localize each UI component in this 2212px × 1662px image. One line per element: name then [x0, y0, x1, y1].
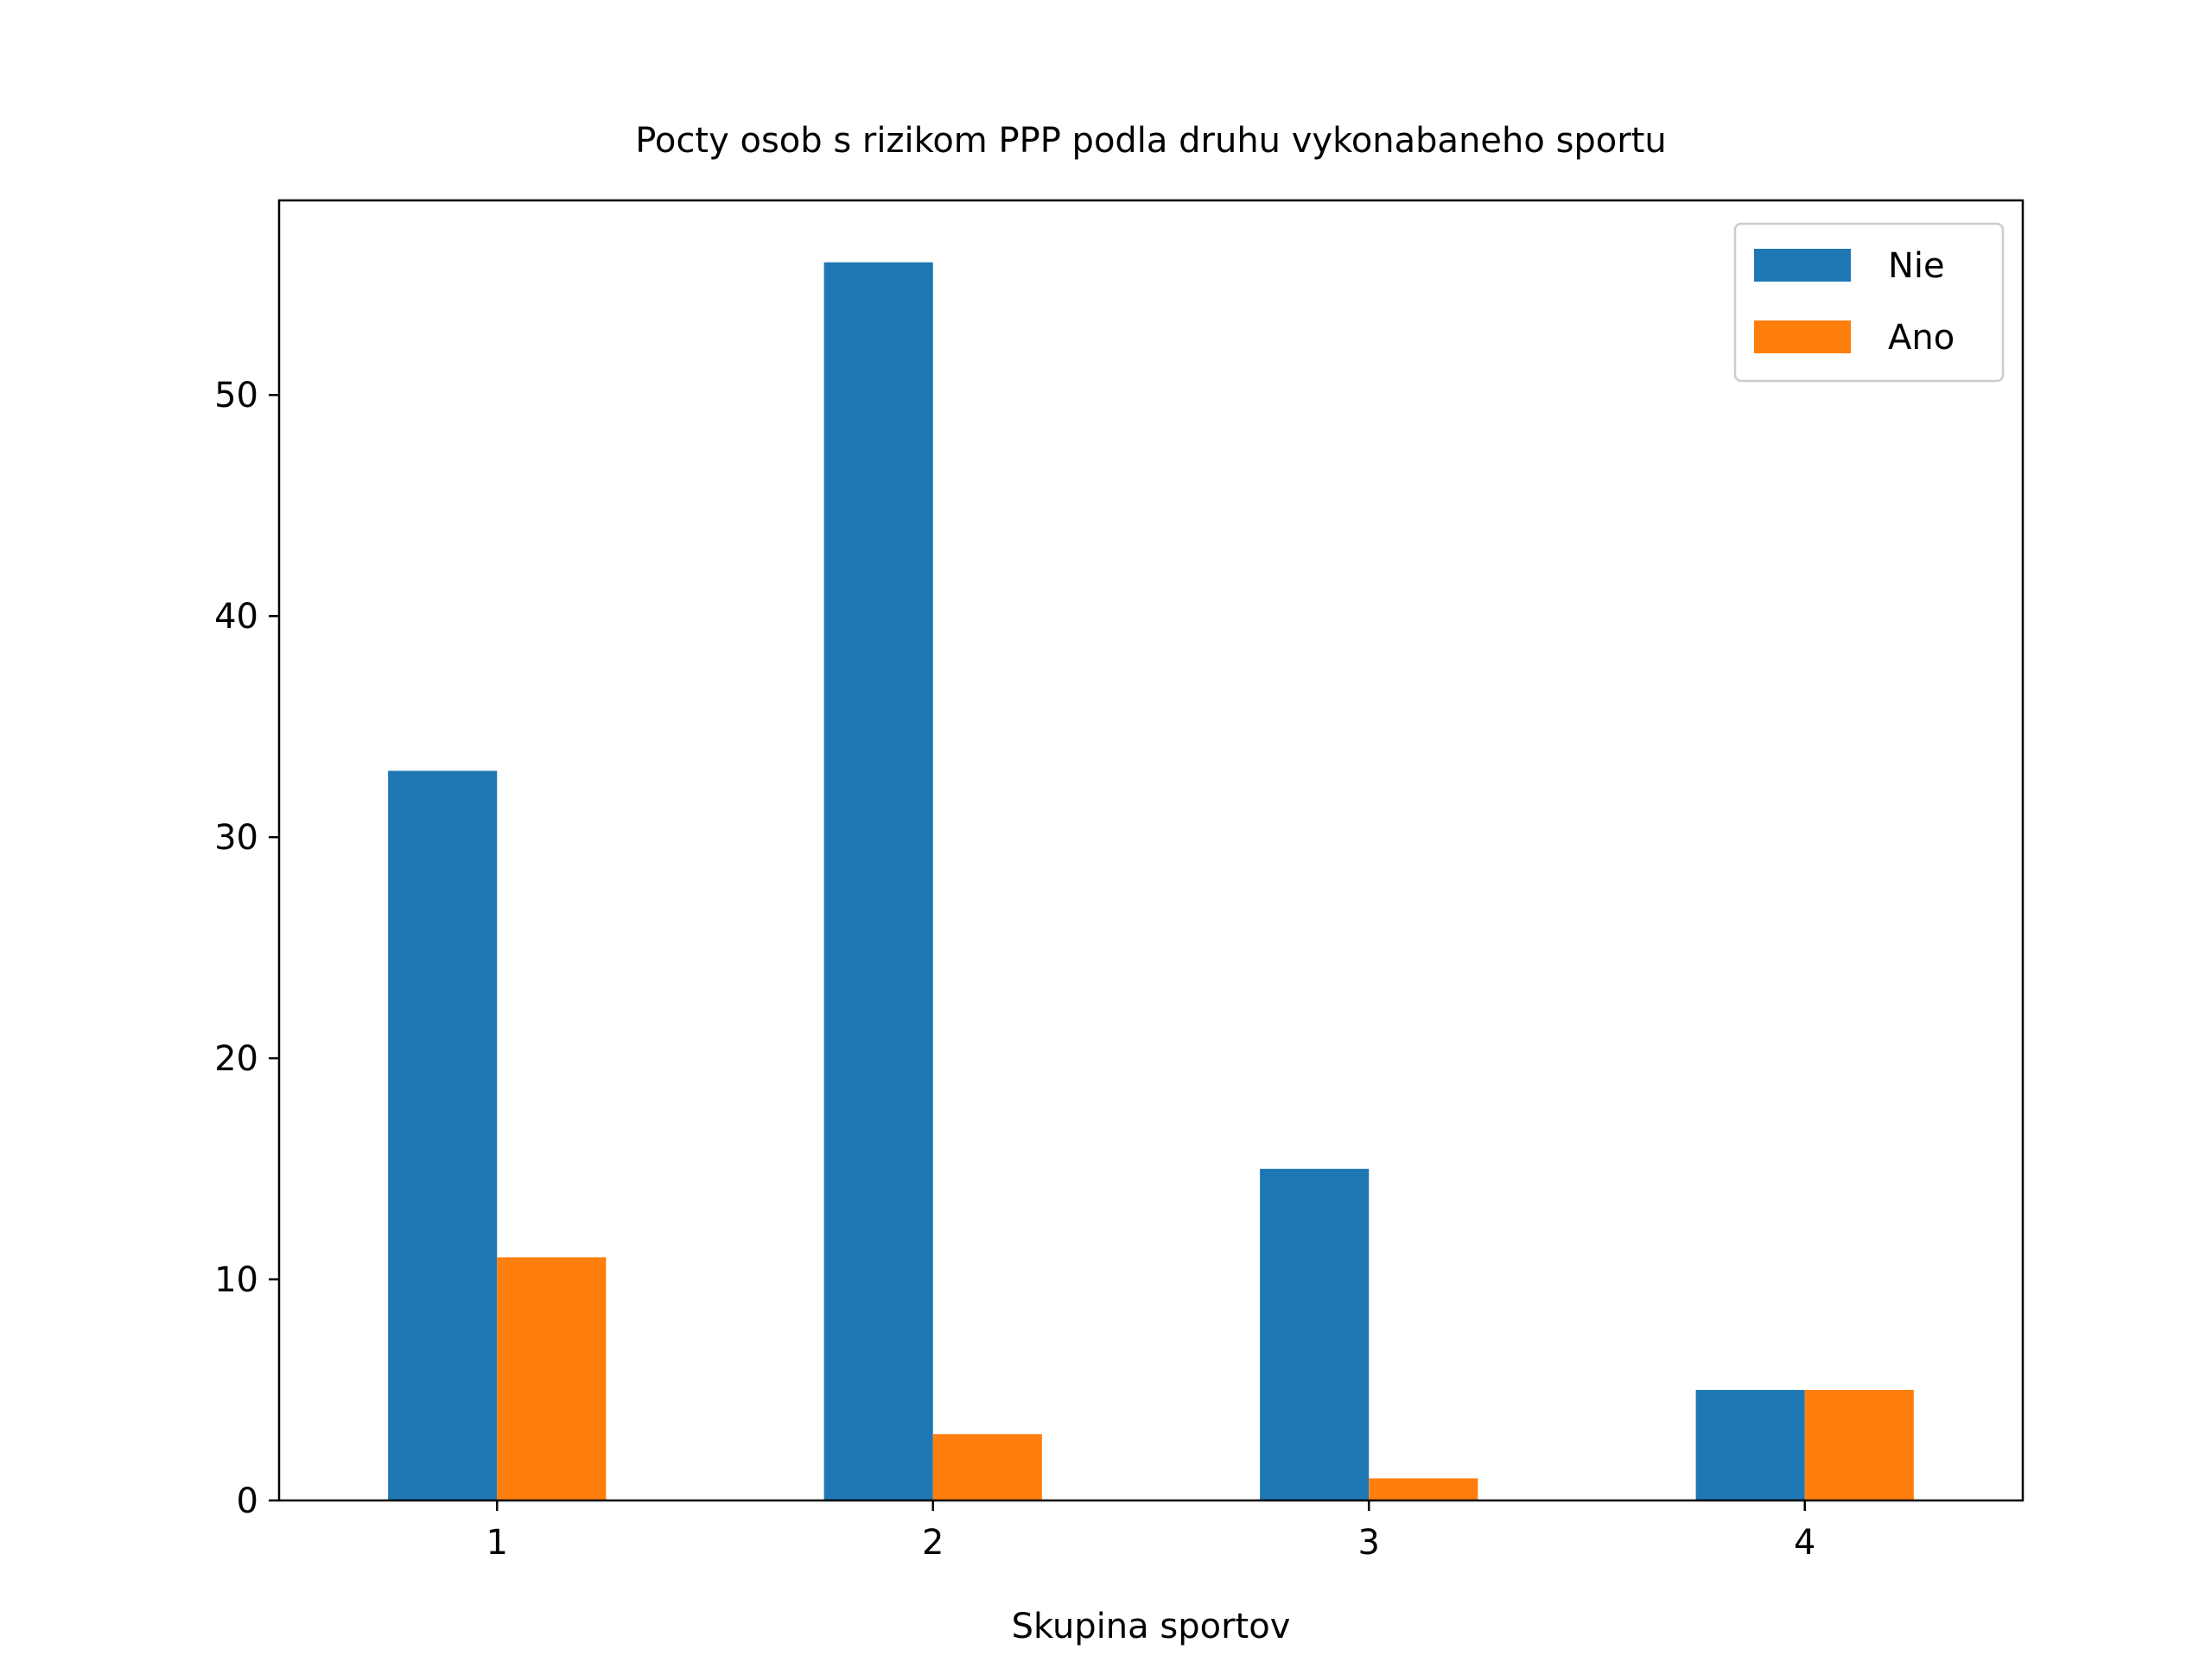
bar-ano-4 — [1804, 1390, 1914, 1500]
bar-ano-1 — [497, 1257, 607, 1500]
x-tick-label: 2 — [922, 1523, 944, 1563]
chart-title: Pocty osob s rizikom PPP podla druhu vyk… — [635, 121, 1667, 161]
legend: Nie Ano — [1733, 222, 2005, 383]
legend-label-ano: Ano — [1888, 318, 1955, 358]
bar-ano-2 — [932, 1434, 1042, 1500]
plot-frame — [277, 199, 2024, 1502]
y-tick-label: 30 — [214, 818, 258, 858]
legend-label-nie: Nie — [1888, 246, 1945, 286]
legend-swatch-nie — [1754, 249, 1851, 282]
x-tick-label: 1 — [486, 1523, 508, 1563]
y-axis-ticks: 0 10 20 30 40 50 — [214, 376, 279, 1521]
bar-nie-2 — [823, 262, 933, 1501]
x-tick-label: 3 — [1358, 1523, 1380, 1563]
y-tick-label: 20 — [214, 1039, 258, 1079]
legend-swatch-ano — [1754, 320, 1851, 353]
y-tick-label: 10 — [214, 1260, 258, 1300]
bar-nie-4 — [1695, 1390, 1805, 1500]
y-tick-label: 0 — [237, 1481, 258, 1521]
bar-nie-1 — [388, 771, 498, 1500]
bar-nie-3 — [1260, 1169, 1370, 1500]
x-axis-ticks: 1 2 3 4 — [486, 1500, 1815, 1563]
bars-layer — [388, 262, 1914, 1501]
y-tick-label: 40 — [214, 597, 258, 637]
bar-ano-3 — [1369, 1478, 1478, 1500]
y-tick-label: 50 — [214, 376, 258, 416]
legend-frame — [1733, 222, 2005, 383]
x-tick-label: 4 — [1794, 1523, 1815, 1563]
x-axis-label: Skupina sportov — [1012, 1607, 1291, 1646]
